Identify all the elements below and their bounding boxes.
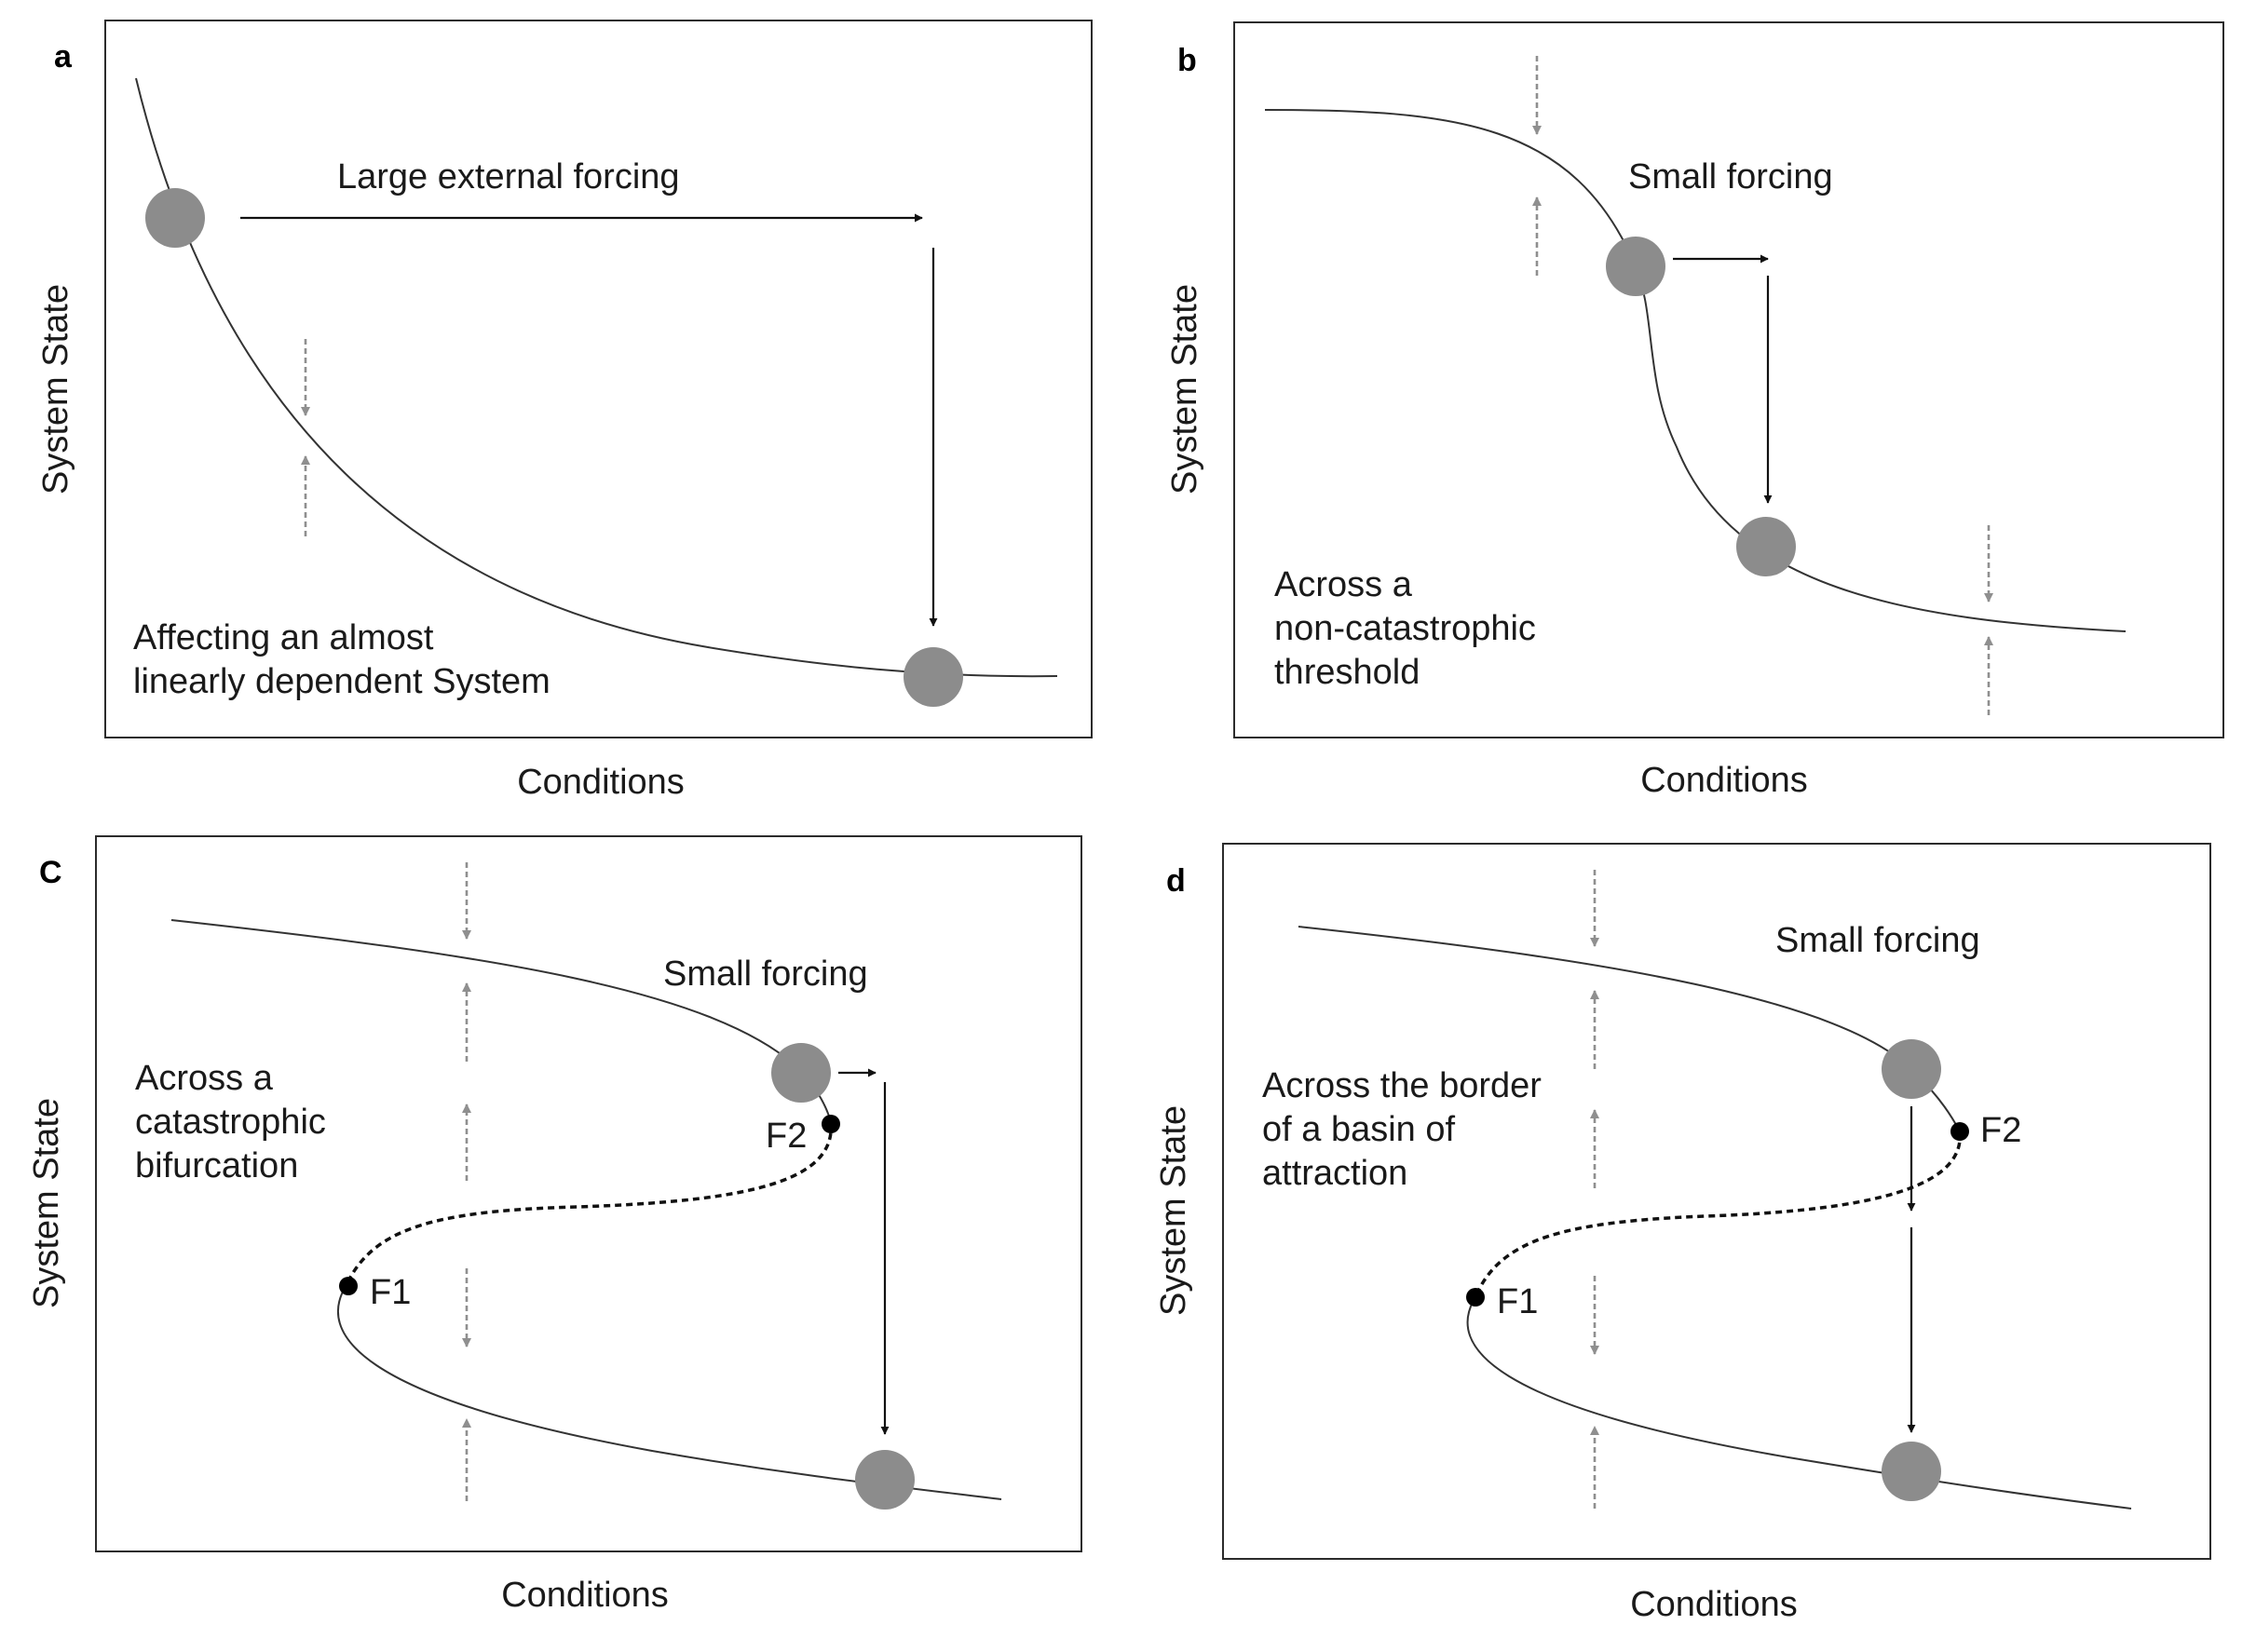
panel-c-f1-label: F1: [370, 1273, 411, 1312]
panel-a-frame: [104, 20, 1093, 738]
panel-a: a Large external forcing Affecting an al…: [36, 20, 1093, 802]
panel-letter-a: a: [54, 39, 73, 74]
panel-letter-b: b: [1177, 43, 1197, 78]
panel-b-x-axis-label: Conditions: [1640, 761, 1808, 800]
panel-c-fold-point-f1: [339, 1277, 358, 1295]
panel-b-y-axis-label: System State: [1165, 284, 1204, 494]
panel-d-x-axis-label: Conditions: [1630, 1585, 1798, 1624]
panel-d-frame: [1222, 843, 2211, 1560]
panel-c-description-line-1: Across a: [135, 1059, 274, 1098]
panel-c-final-state-ball: [855, 1450, 915, 1510]
panel-d-description-line-2: of a basin of: [1262, 1110, 1455, 1149]
panel-c-fold-point-f2: [822, 1115, 840, 1133]
panel-b-final-state-ball: [1736, 517, 1796, 576]
panel-d-initial-state-ball: [1882, 1039, 1941, 1099]
panel-b-description-line-2: non-catastrophic: [1274, 609, 1536, 648]
panel-a-description-line-1: Affecting an almost: [133, 618, 434, 657]
panel-d-upper-stable-branch: [1298, 926, 1961, 1132]
panel-c-f2-label: F2: [766, 1117, 807, 1156]
panel-letter-c: C: [39, 855, 62, 890]
panel-d-forcing-label: Small forcing: [1775, 921, 1980, 960]
panel-d-f2-label: F2: [1980, 1111, 2021, 1150]
panel-d-fold-point-f2: [1950, 1122, 1969, 1141]
panel-d-fold-point-f1: [1466, 1288, 1485, 1307]
panel-c-initial-state-ball: [771, 1043, 831, 1103]
panel-b-response-curve: [1264, 109, 2127, 632]
panel-c-description-line-2: catastrophic: [135, 1103, 326, 1142]
panel-d: d Small forcing F2 F1 Across the border …: [1154, 843, 2211, 1624]
panel-a-y-axis-label: System State: [36, 284, 75, 494]
panel-letter-d: d: [1166, 863, 1186, 899]
panel-d-unstable-branch: [1474, 1131, 1962, 1298]
panel-c-x-axis-label: Conditions: [501, 1576, 669, 1615]
panel-c-frame: [95, 835, 1082, 1552]
panel-c-y-axis-label: System State: [27, 1098, 66, 1308]
panel-d-description-line-3: attraction: [1262, 1154, 1407, 1193]
panel-b-description-line-3: threshold: [1274, 653, 1420, 692]
panel-c-description-line-3: bifurcation: [135, 1146, 298, 1185]
panel-d-description-line-1: Across the border: [1262, 1066, 1542, 1105]
panel-a-initial-state-ball: [145, 188, 205, 248]
panel-d-final-state-ball: [1882, 1442, 1941, 1501]
panel-c: C Small forcing F2 F1 Across a catastrop…: [27, 835, 1082, 1615]
panel-c-forcing-label: Small forcing: [663, 955, 868, 994]
panel-d-y-axis-label: System State: [1154, 1105, 1193, 1316]
panel-b-initial-state-ball: [1606, 237, 1665, 296]
panel-b-forcing-label: Small forcing: [1628, 157, 1833, 196]
panel-a-forcing-label: Large external forcing: [337, 157, 680, 196]
panel-b-description-line-1: Across a: [1274, 565, 1413, 604]
panel-a-description-line-2: linearly dependent System: [133, 662, 550, 701]
panel-d-f1-label: F1: [1497, 1282, 1538, 1321]
panel-d-lower-stable-branch: [1466, 1296, 2132, 1510]
panel-b-frame: [1233, 21, 2224, 738]
panel-a-final-state-ball: [904, 647, 963, 707]
panel-b: b Small forcing Across a non-catastrophi…: [1165, 21, 2224, 800]
panel-c-unstable-branch: [345, 1121, 833, 1286]
panel-a-x-axis-label: Conditions: [517, 763, 685, 802]
